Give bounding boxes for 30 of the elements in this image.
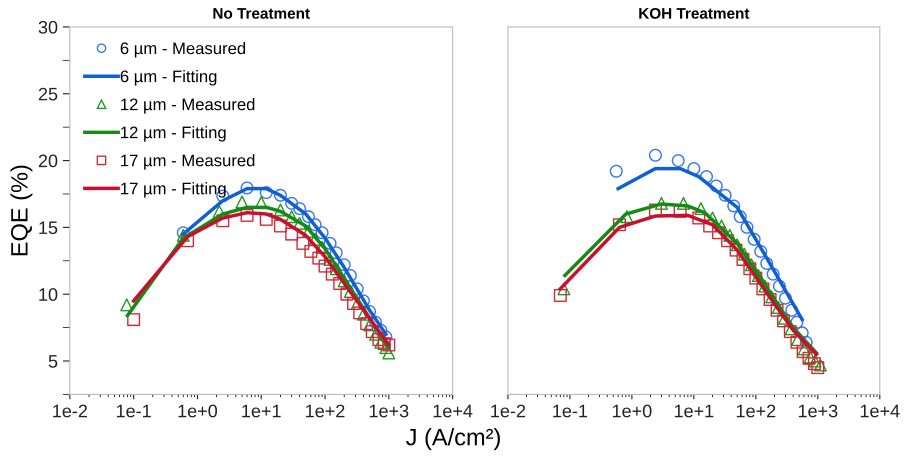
x-tick-label: 1e-2: [491, 404, 526, 418]
x-tick-label: 1e-1: [553, 404, 588, 418]
x-tick-label: 1e-1: [116, 404, 151, 418]
legend-label: 6 µm - Fitting: [120, 70, 216, 86]
x-tick-label: 1e-2: [53, 404, 88, 418]
x-tick-label: 1e+2: [736, 404, 776, 418]
y-axis-title: EQE (%): [10, 166, 32, 256]
x-tick-label: 1e+4: [434, 404, 472, 418]
y-tick-label: 15: [39, 222, 58, 234]
y-tick-label: 30: [38, 20, 58, 34]
x-tick-label: 1e+3: [798, 404, 838, 418]
legend-label: 12 µm - Fitting: [121, 126, 226, 142]
y-tick-label: 5: [48, 355, 58, 368]
x-tick-label: 1e+1: [674, 404, 714, 418]
legend-label: 6 µm - Measured: [120, 42, 246, 58]
y-tick-label: 25: [38, 88, 58, 100]
chart-title: KOH Treatment: [639, 8, 750, 19]
legend-label: 17 µm - Measured: [121, 154, 254, 170]
y-tick-label: 10: [39, 288, 58, 301]
x-tick-label: 1e+1: [242, 404, 281, 418]
y-tick-label: 20: [38, 154, 58, 168]
legend-label: 12 µm - Measured: [121, 98, 254, 114]
x-tick-label: 1e+4: [860, 404, 900, 418]
legend-label: 17 µm - Fitting: [121, 182, 226, 198]
x-tick-label: 1e+0: [612, 404, 652, 418]
x-tick-label: 1e+3: [370, 404, 408, 418]
x-axis-title: J (A/cm²): [406, 428, 500, 450]
x-tick-label: 1e+0: [178, 404, 218, 418]
x-tick-label: 1e+2: [306, 404, 344, 418]
chart-title: No Treatment: [213, 8, 310, 19]
